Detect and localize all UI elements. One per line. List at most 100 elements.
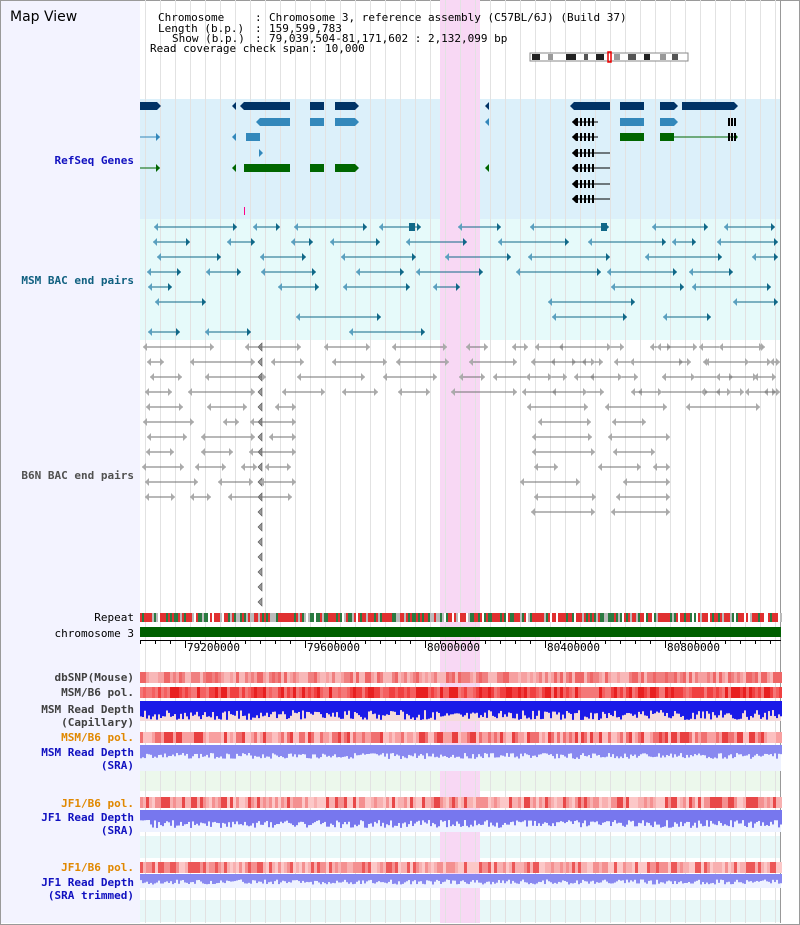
read-depth-bar — [360, 745, 362, 755]
polymorphism-strip — [647, 687, 650, 698]
read-depth-bar — [168, 874, 170, 883]
read-depth-bar — [256, 701, 258, 716]
read-depth-bar — [684, 701, 686, 720]
polymorphism-strip — [578, 732, 581, 743]
read-depth-bar — [250, 874, 252, 884]
polymorphism-strip — [497, 732, 500, 743]
read-depth-bar — [764, 745, 766, 754]
dbsnp-strip — [560, 672, 563, 683]
bac-end-marker — [257, 597, 263, 607]
repeat-segment — [780, 613, 782, 622]
read-depth-bar — [366, 810, 368, 828]
read-depth-bar — [300, 810, 302, 822]
gene-strand-arrow — [355, 118, 359, 126]
read-depth-bar — [174, 701, 176, 715]
read-depth-bar — [674, 745, 676, 755]
polymorphism-strip — [653, 862, 656, 873]
polymorphism-strip — [569, 687, 572, 698]
read-depth-bar — [526, 701, 528, 719]
read-depth-bar — [650, 874, 652, 881]
polymorphism-strip — [446, 687, 449, 698]
polymorphism-strip — [371, 862, 374, 873]
read-depth-bar — [636, 810, 638, 827]
polymorphism-strip — [149, 732, 152, 743]
polymorphism-strip — [161, 687, 164, 698]
read-depth-bar — [458, 701, 460, 714]
dbsnp-strip — [758, 672, 761, 683]
bac-end-marker — [576, 478, 580, 486]
read-depth-bar — [284, 874, 286, 882]
read-depth-bar — [548, 745, 550, 755]
polymorphism-strip — [467, 862, 470, 873]
gene-exon — [728, 133, 730, 141]
repeat-segment — [306, 613, 308, 622]
read-depth-bar — [748, 810, 750, 823]
read-depth-bar — [206, 874, 208, 885]
polymorphism-strip — [401, 797, 404, 808]
polymorphism-strip — [167, 797, 170, 808]
dbsnp-strip — [419, 672, 422, 683]
read-depth-bar — [746, 701, 748, 717]
repeat-segment — [192, 613, 194, 622]
read-depth-bar — [590, 810, 592, 822]
read-depth-bar — [326, 874, 328, 885]
dbsnp-strip — [623, 672, 626, 683]
read-depth-bar — [208, 701, 210, 717]
polymorphism-strip — [497, 862, 500, 873]
read-depth-bar — [690, 874, 692, 884]
read-depth-bar — [764, 810, 766, 826]
read-depth-bar — [230, 745, 232, 759]
polymorphism-strip — [413, 732, 416, 743]
read-depth-bar — [530, 874, 532, 884]
read-depth-bar — [378, 701, 380, 715]
read-depth-bar — [352, 810, 354, 828]
read-depth-bar — [284, 810, 286, 822]
dbsnp-strip — [230, 672, 233, 683]
read-depth-bar — [614, 874, 616, 883]
polymorphism-strip — [398, 862, 401, 873]
read-depth-bar — [266, 810, 268, 821]
dbsnp-strip — [197, 672, 200, 683]
dbsnp-strip — [302, 672, 305, 683]
polymorphism-strip — [272, 862, 275, 873]
dbsnp-strip — [512, 672, 515, 683]
read-depth-bar — [316, 810, 318, 821]
repeat-segment — [424, 613, 426, 622]
read-depth-bar — [168, 810, 170, 823]
polymorphism-strip — [617, 732, 620, 743]
polymorphism-strip — [614, 862, 617, 873]
read-depth-bar — [436, 874, 438, 880]
dbsnp-strip — [659, 672, 662, 683]
polymorphism-strip — [599, 797, 602, 808]
repeat-segment — [312, 613, 314, 622]
read-depth-bar — [618, 810, 620, 823]
read-depth-bar — [452, 874, 454, 881]
dbsnp-strip — [653, 672, 656, 683]
polymorphism-strip — [164, 797, 167, 808]
read-depth-bar — [216, 745, 218, 757]
polymorphism-strip — [146, 862, 149, 873]
polymorphism-strip — [314, 862, 317, 873]
gene-exon — [576, 195, 578, 203]
repeat-segment — [500, 613, 502, 622]
polymorphism-strip — [272, 687, 275, 698]
read-depth-bar — [546, 810, 548, 823]
bac-end-marker — [605, 403, 609, 411]
read-depth-bar — [634, 874, 636, 880]
polymorphism-strip — [599, 687, 602, 698]
read-depth-bar — [230, 874, 232, 882]
polymorphism-strip — [623, 732, 626, 743]
polymorphism-strip — [704, 732, 707, 743]
read-depth-bar — [398, 701, 400, 715]
polymorphism-strip — [371, 732, 374, 743]
polymorphism-strip — [614, 687, 617, 698]
bac-end-marker — [237, 268, 241, 276]
read-depth-bar — [472, 874, 474, 881]
repeat-segment — [368, 613, 370, 622]
repeat-segment — [678, 613, 680, 622]
dbsnp-strip — [353, 672, 356, 683]
dbsnp-strip — [683, 672, 686, 683]
read-depth-bar — [720, 701, 722, 711]
polymorphism-strip — [425, 862, 428, 873]
